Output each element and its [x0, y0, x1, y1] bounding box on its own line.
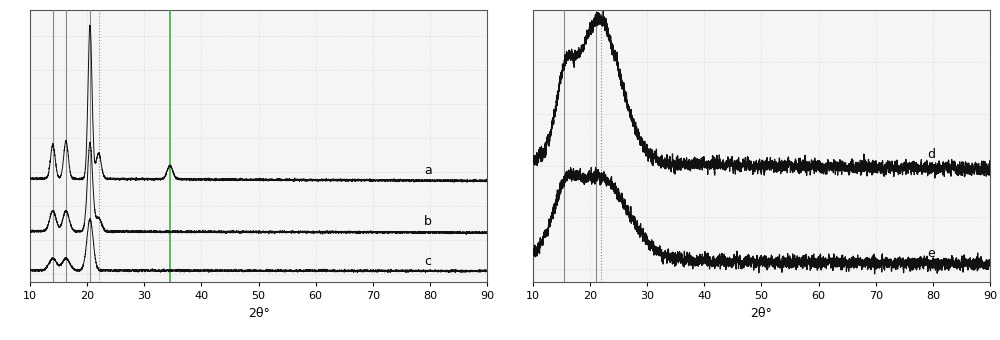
X-axis label: 2θ°: 2θ°: [750, 307, 772, 320]
Text: b: b: [424, 216, 432, 228]
Text: a: a: [424, 164, 432, 177]
Text: e: e: [927, 247, 935, 260]
Text: d: d: [927, 148, 935, 160]
Text: c: c: [424, 255, 431, 268]
X-axis label: 2θ°: 2θ°: [248, 307, 270, 320]
